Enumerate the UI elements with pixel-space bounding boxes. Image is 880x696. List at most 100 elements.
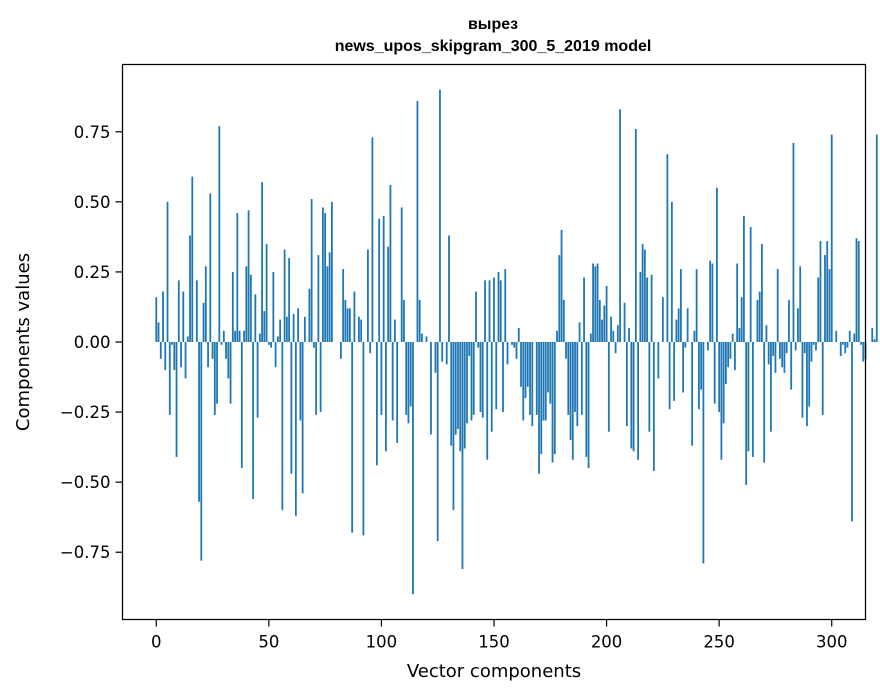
bar <box>439 89 441 342</box>
bar <box>700 342 703 390</box>
bar <box>634 128 637 342</box>
bar <box>362 342 365 536</box>
bar <box>466 342 468 424</box>
bar <box>576 342 579 427</box>
bar <box>164 342 167 371</box>
bar <box>454 342 457 435</box>
bar <box>668 342 671 410</box>
bar <box>828 269 831 342</box>
bar <box>283 249 286 342</box>
bar <box>540 342 543 455</box>
bar <box>529 342 531 415</box>
bar <box>267 342 270 345</box>
bar <box>477 342 480 348</box>
bar <box>200 342 203 561</box>
bar <box>369 342 372 354</box>
bar <box>731 333 734 342</box>
bar <box>736 263 739 342</box>
x-tick-label: 0 <box>151 633 162 652</box>
bar <box>551 342 554 463</box>
bar <box>603 305 606 342</box>
bar <box>819 241 822 342</box>
bar <box>186 336 189 342</box>
bar <box>225 342 227 359</box>
bar <box>265 243 268 342</box>
bar <box>745 342 748 485</box>
bar <box>502 342 504 413</box>
bar <box>779 342 781 359</box>
bar <box>716 187 718 342</box>
y-tick-label: −0.75 <box>60 543 111 562</box>
bar <box>610 316 612 342</box>
bar <box>729 342 732 359</box>
bar <box>684 342 687 348</box>
bar <box>517 327 520 342</box>
bar <box>457 342 459 429</box>
bar <box>650 274 653 342</box>
bar <box>639 271 642 342</box>
bar <box>601 319 603 342</box>
bar <box>261 182 263 342</box>
bar <box>380 342 383 415</box>
bar <box>358 316 360 342</box>
bar <box>308 288 311 342</box>
plot-frame <box>121 63 867 621</box>
bar <box>628 327 630 342</box>
bar <box>450 342 453 446</box>
bar <box>290 342 293 474</box>
bar <box>718 342 721 413</box>
bar <box>258 333 261 342</box>
bar <box>824 255 826 342</box>
bar <box>799 266 802 342</box>
bar <box>213 342 216 415</box>
bar <box>738 327 741 342</box>
y-axis-label: Components values <box>13 253 34 431</box>
bar <box>448 235 450 342</box>
x-tick-label: 200 <box>591 633 623 652</box>
bar <box>506 342 509 365</box>
bar <box>571 342 574 460</box>
bar <box>691 342 694 446</box>
bar <box>720 342 723 460</box>
bar <box>801 342 804 418</box>
bar <box>488 280 491 342</box>
bar <box>632 342 635 452</box>
bar <box>596 263 599 342</box>
bar <box>679 269 682 342</box>
bar <box>578 322 581 342</box>
bar <box>324 213 327 342</box>
bar <box>371 137 374 342</box>
bar <box>772 342 775 357</box>
bar <box>677 308 680 342</box>
bar <box>317 255 320 342</box>
bar <box>189 235 191 342</box>
bar <box>848 330 851 342</box>
bar <box>281 342 284 511</box>
bar <box>484 280 486 342</box>
chart-title-line-2: news_upos_skipgram_300_5_2019 model <box>335 38 652 55</box>
y-tick-label: 0.25 <box>74 263 111 282</box>
bar <box>853 333 856 342</box>
chart-title-line-1: вырез <box>468 16 518 33</box>
bar <box>385 342 387 452</box>
bar <box>670 201 673 342</box>
bar <box>238 330 241 342</box>
bar <box>821 342 824 415</box>
bar <box>346 308 349 342</box>
bar <box>155 297 158 342</box>
bar <box>274 342 277 368</box>
bar <box>195 280 198 342</box>
bar-series <box>155 89 880 595</box>
bar <box>790 342 793 390</box>
bar <box>666 154 669 342</box>
bar <box>301 342 304 494</box>
bar <box>765 325 768 342</box>
bar <box>256 342 259 418</box>
x-tick-label: 150 <box>478 633 510 652</box>
bar <box>855 238 858 342</box>
bar <box>400 207 403 342</box>
bar <box>459 342 462 452</box>
bar <box>648 342 651 432</box>
bar <box>776 269 779 342</box>
bar <box>531 342 534 427</box>
